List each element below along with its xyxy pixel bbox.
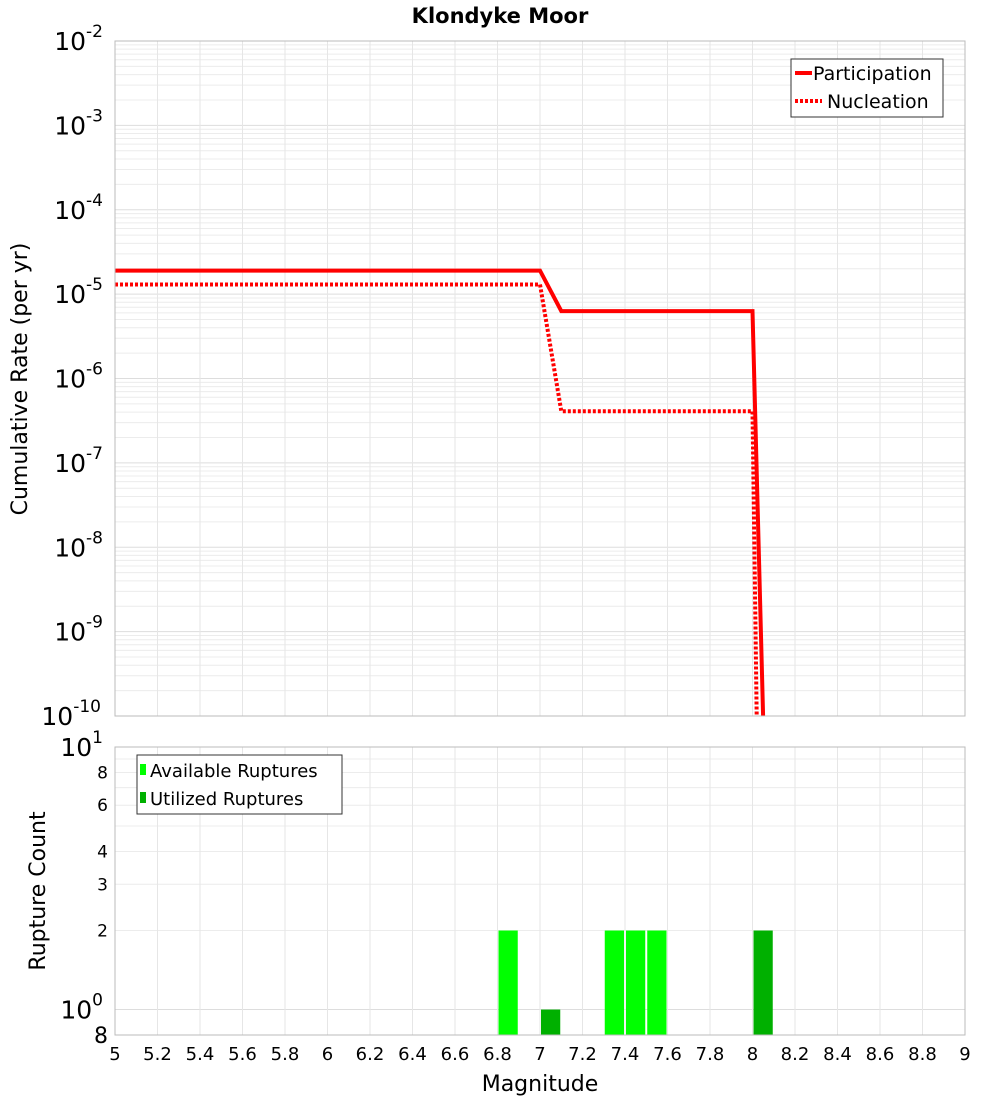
utilized-legend-swatch: [140, 792, 146, 803]
x-tick-label: 5.2: [143, 1044, 172, 1065]
participation-legend-label: Participation: [813, 63, 932, 85]
x-tick-label: 6: [322, 1044, 333, 1065]
rate-y-tick-label: 10-3: [54, 106, 103, 140]
count-y-tick-label: 6: [97, 796, 108, 816]
x-tick-label: 6.8: [483, 1044, 512, 1065]
available-ruptures-bar: [626, 930, 646, 1035]
utilized-ruptures-bar: [753, 930, 773, 1035]
x-tick-label: 6.6: [441, 1044, 470, 1065]
x-tick-label: 8.2: [781, 1044, 810, 1065]
count-y-tick-label: 8: [97, 763, 108, 783]
rate-y-tick-label: 10-10: [41, 697, 101, 731]
participation-line: [115, 268, 766, 717]
rate-y-axis-label: Cumulative Rate (per yr): [8, 243, 33, 516]
x-tick-label: 7.2: [568, 1044, 597, 1065]
rate-y-tick-label: 10-7: [54, 444, 103, 478]
x-tick-label: 8.8: [908, 1044, 937, 1065]
nucleation-legend-label: Nucleation: [827, 91, 929, 113]
x-tick-label: 7.4: [611, 1044, 640, 1065]
available-ruptures-bar: [498, 930, 518, 1035]
x-axis-label: Magnitude: [482, 1072, 599, 1097]
count-y-tick-label: 4: [97, 842, 108, 862]
available-ruptures-bar: [647, 930, 667, 1035]
rate-panel-grid: [114, 40, 966, 717]
x-tick-label: 7: [534, 1044, 545, 1065]
rate-panel-frame: [114, 40, 966, 717]
x-tick-label: 7.8: [696, 1044, 725, 1065]
rate-y-tick-label: 10-2: [54, 22, 103, 56]
rate-y-tick-label: 10-9: [54, 613, 103, 647]
count-y-bottom-tick-label: 8: [94, 1024, 108, 1049]
x-tick-label: 8: [747, 1044, 758, 1065]
utilized-ruptures-bar: [541, 1009, 561, 1035]
rate-y-tick-label: 10-4: [54, 191, 103, 225]
rate-y-tick-label: 10-6: [54, 360, 103, 394]
rate-legend: Participation Nucleation: [790, 58, 944, 118]
chart-title: Klondyke Moor: [412, 4, 589, 28]
count-panel-bars: [498, 930, 773, 1035]
x-tick-label: 8.4: [823, 1044, 852, 1065]
rate-panel-series: [115, 268, 766, 717]
x-tick-label: 5.8: [271, 1044, 300, 1065]
count-y-tick-label: 3: [97, 875, 108, 895]
x-tick-labels: 5 5.2 5.4 5.6 5.8 6 6.2 6.4 6.6 6.8 7 7.2 7.4 7.6 7.8 8…: [109, 1044, 970, 1065]
x-tick-label: 9: [959, 1044, 970, 1065]
available-legend-label: Available Ruptures: [150, 761, 318, 782]
rate-legend-box: [790, 58, 944, 118]
x-tick-label: 7.6: [653, 1044, 682, 1065]
rate-y-tick-labels: 10-2 10-3 10-4 10-5 10-6 10-7 10-8 10-9 10-10: [41, 22, 103, 731]
count-y-axis-label: Rupture Count: [26, 811, 51, 971]
count-legend: Available Ruptures Utilized Ruptures: [136, 754, 343, 815]
utilized-legend-label: Utilized Ruptures: [150, 789, 303, 810]
available-legend-swatch: [140, 764, 146, 775]
count-y-major-tick-label: 101: [60, 728, 103, 762]
x-tick-label: 8.6: [866, 1044, 895, 1065]
rate-y-tick-label: 10-8: [54, 528, 103, 562]
available-ruptures-bar: [604, 930, 624, 1035]
count-y-tick-label: 2: [97, 922, 108, 942]
x-tick-label: 6.4: [398, 1044, 427, 1065]
rate-y-tick-label: 10-5: [54, 275, 103, 309]
count-legend-box: [136, 754, 343, 815]
x-tick-label: 5.6: [228, 1044, 257, 1065]
x-tick-label: 6.2: [356, 1044, 385, 1065]
nucleation-line: [115, 282, 759, 717]
count-panel-frame: [114, 746, 966, 1036]
count-y-major-tick-label: 100: [60, 991, 103, 1025]
x-tick-label: 5.4: [186, 1044, 215, 1065]
x-tick-label: 5: [109, 1044, 120, 1065]
